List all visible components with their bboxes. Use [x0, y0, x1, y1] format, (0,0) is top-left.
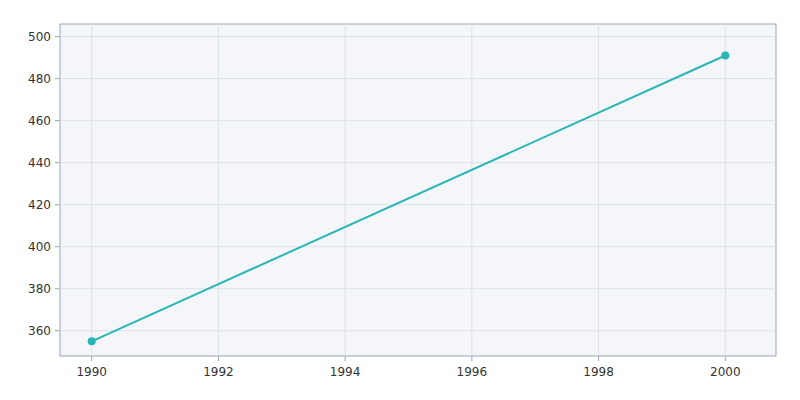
data-point: [721, 52, 729, 60]
y-tick-label: 460: [28, 114, 51, 128]
x-tick: [598, 356, 599, 361]
x-tick-label: 1990: [76, 365, 107, 379]
x-grid-line: [725, 24, 726, 356]
y-tick-label: 400: [28, 240, 51, 254]
y-tick-label: 360: [28, 324, 51, 338]
x-grid-line: [91, 24, 92, 356]
x-tick: [345, 356, 346, 361]
y-grid-line: [60, 204, 776, 205]
y-grid-line: [60, 120, 776, 121]
y-tick: [55, 162, 60, 163]
tick-labels: 1990 1992 1994 1996 1998 2000 360 380 400 420 440 4…: [28, 30, 740, 379]
y-tick: [55, 246, 60, 247]
y-grid-line: [60, 246, 776, 247]
x-tick: [471, 356, 472, 361]
chart-container: 1990 1992 1994 1996 1998 2000 360 380 400 420 440 4…: [0, 0, 800, 400]
x-grid-line: [471, 24, 472, 356]
x-tick: [218, 356, 219, 361]
y-tick: [55, 204, 60, 205]
y-grid-line: [60, 36, 776, 37]
chart-svg: 1990 1992 1994 1996 1998 2000 360 380 400 420 440 4…: [0, 0, 800, 400]
plot-frame: [60, 24, 776, 356]
x-tick-label: 1996: [457, 365, 488, 379]
grid: [60, 24, 776, 356]
y-grid-line: [60, 288, 776, 289]
x-tick: [725, 356, 726, 361]
y-tick-label: 500: [28, 30, 51, 44]
y-tick-label: 480: [28, 72, 51, 86]
y-tick-label: 440: [28, 156, 51, 170]
y-tick: [55, 78, 60, 79]
x-tick: [91, 356, 92, 361]
y-grid-line: [60, 162, 776, 163]
x-tick-label: 1998: [583, 365, 614, 379]
plot-area: [88, 52, 730, 346]
y-tick: [55, 330, 60, 331]
y-tick: [55, 288, 60, 289]
x-tick-label: 1994: [330, 365, 361, 379]
x-grid-line: [345, 24, 346, 356]
x-tick-label: 2000: [710, 365, 741, 379]
x-tick-label: 1992: [203, 365, 234, 379]
y-tick-label: 380: [28, 282, 51, 296]
y-grid-line: [60, 78, 776, 79]
x-grid-line: [218, 24, 219, 356]
x-grid-line: [598, 24, 599, 356]
y-tick: [55, 36, 60, 37]
data-line: [92, 56, 726, 342]
y-tick-label: 420: [28, 198, 51, 212]
data-point: [88, 337, 96, 345]
y-grid-line: [60, 330, 776, 331]
y-tick: [55, 120, 60, 121]
